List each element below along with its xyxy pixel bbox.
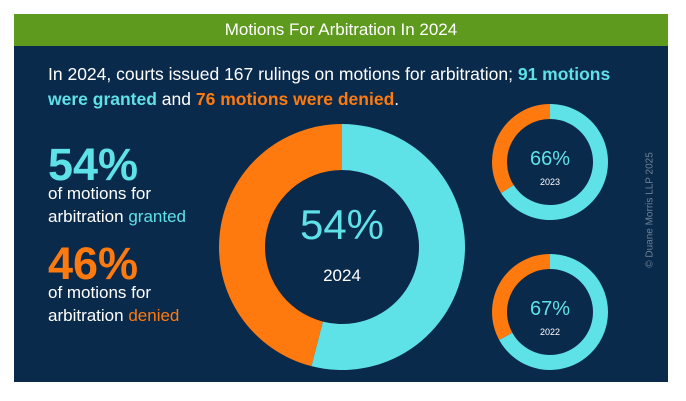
- summary-joiner: and: [156, 89, 196, 109]
- copyright-text: © Duane Morris LLP 2025: [644, 152, 656, 268]
- slice-granted-2024: [311, 124, 465, 370]
- denied-desc-prefix: arbitration: [48, 306, 129, 325]
- donut-chart-2024: 54% 2024: [218, 124, 465, 370]
- donut-charts: 54% 2024 66% 2023 67% 2022: [218, 104, 608, 370]
- granted-percentage: 54%: [48, 139, 139, 190]
- summary-text: In 2024, courts issued 167 rulings on mo…: [48, 62, 638, 112]
- center-percentage-2023: 66%: [530, 148, 570, 170]
- summary-intro: In 2024, courts issued 167 rulings on mo…: [48, 64, 518, 84]
- summary-granted: 91 motions were granted: [48, 64, 611, 109]
- granted-description: of motions for arbitration granted: [48, 182, 218, 228]
- granted-desc-prefix: arbitration: [48, 207, 129, 226]
- title-bar: Motions For Arbitration In 2024: [14, 14, 668, 46]
- denied-description: of motions for arbitration denied: [48, 281, 218, 327]
- center-percentage-2022: 67%: [530, 298, 570, 320]
- denied-desc-line2: arbitration denied: [48, 304, 218, 327]
- granted-desc-line2: arbitration granted: [48, 205, 218, 228]
- summary-denied: 76 motions were denied: [195, 89, 395, 109]
- denied-word: denied: [128, 306, 180, 325]
- granted-desc-line1: of motions for: [48, 184, 151, 203]
- denied-percentage: 46%: [48, 238, 139, 289]
- center-year-2022: 2022: [540, 327, 560, 337]
- denied-desc-line1: of motions for: [48, 283, 151, 302]
- slice-denied-2023: [492, 104, 550, 194]
- center-year-2024: 2024: [323, 266, 361, 285]
- slice-denied-2024: [218, 124, 342, 367]
- center-year-2023: 2023: [540, 177, 560, 187]
- page-title: Motions For Arbitration In 2024: [224, 20, 458, 39]
- infographic-panel: Motions For Arbitration In 2024 In 2024,…: [14, 14, 668, 382]
- donut-chart-2023: 66% 2023: [492, 104, 608, 221]
- center-percentage-2024: 54%: [300, 201, 384, 248]
- slice-denied-2022: [491, 253, 550, 340]
- donut-chart-2022: 67% 2022: [491, 253, 608, 370]
- granted-word: granted: [128, 207, 186, 226]
- summary-end: .: [394, 89, 400, 109]
